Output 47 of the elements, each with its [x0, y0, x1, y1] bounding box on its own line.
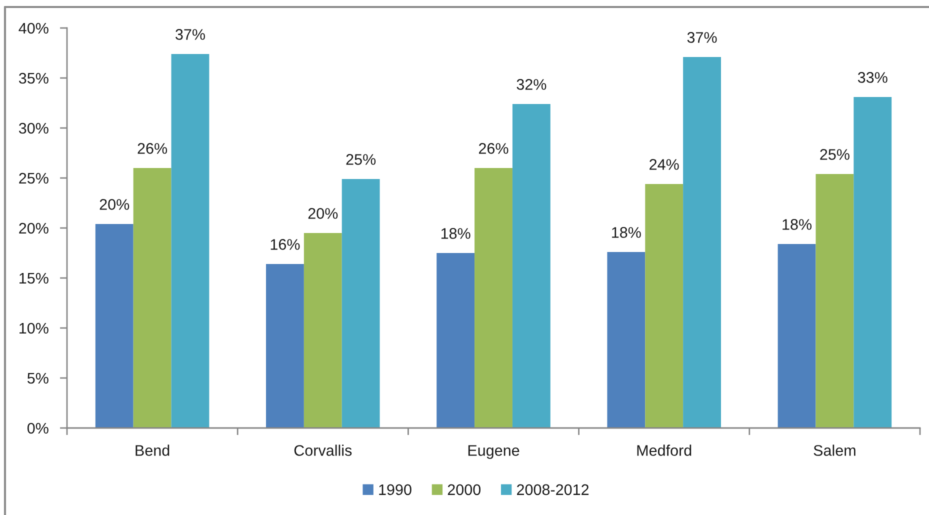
data-label: 25% — [820, 149, 850, 160]
y-tick-label: 20% — [19, 222, 48, 234]
data-label: 32% — [516, 79, 546, 90]
bar — [683, 57, 721, 428]
bar — [607, 252, 646, 428]
data-label: 37% — [687, 32, 717, 43]
bar — [474, 168, 512, 428]
bar — [95, 224, 134, 428]
bar — [171, 54, 210, 428]
x-tick-label: Eugene — [468, 445, 520, 459]
data-label: 20% — [308, 208, 338, 219]
data-label: 37% — [176, 29, 205, 40]
data-label: 16% — [270, 239, 300, 250]
y-tick-label: 15% — [20, 272, 48, 284]
data-label: 18% — [612, 227, 641, 238]
legend-label: 2008-2012 — [517, 484, 589, 496]
data-label: 26% — [138, 143, 168, 154]
y-tick-label: 40% — [18, 22, 48, 34]
bar — [854, 97, 892, 428]
x-tick-label: Salem — [814, 444, 856, 456]
y-tick-label: 5% — [27, 372, 48, 384]
data-label: 25% — [346, 154, 376, 165]
bar — [342, 179, 380, 428]
y-tick-label: 25% — [19, 172, 48, 184]
data-label: 18% — [441, 228, 470, 239]
x-tick-label: Medford — [637, 444, 692, 456]
legend-label: 2000 — [448, 484, 481, 496]
y-tick-label: 10% — [20, 322, 48, 334]
bar — [778, 244, 816, 428]
bar — [512, 104, 550, 428]
x-tick-label: Bend — [136, 444, 170, 456]
x-tick-label: Corvallis — [294, 444, 352, 456]
bar — [304, 233, 342, 428]
bar — [266, 264, 304, 428]
data-label: 33% — [858, 72, 888, 83]
y-tick-label: 0% — [27, 422, 48, 434]
legend-label: 1990 — [379, 484, 412, 496]
y-tick-label: 35% — [18, 72, 48, 84]
bar — [436, 253, 475, 428]
bar — [816, 174, 854, 428]
data-label: 26% — [478, 143, 508, 154]
bar — [133, 168, 172, 428]
data-label: 18% — [782, 219, 812, 230]
y-tick-label: 30% — [18, 122, 48, 134]
data-label: 20% — [100, 199, 130, 210]
data-label: 24% — [650, 159, 679, 170]
bar — [645, 184, 684, 428]
